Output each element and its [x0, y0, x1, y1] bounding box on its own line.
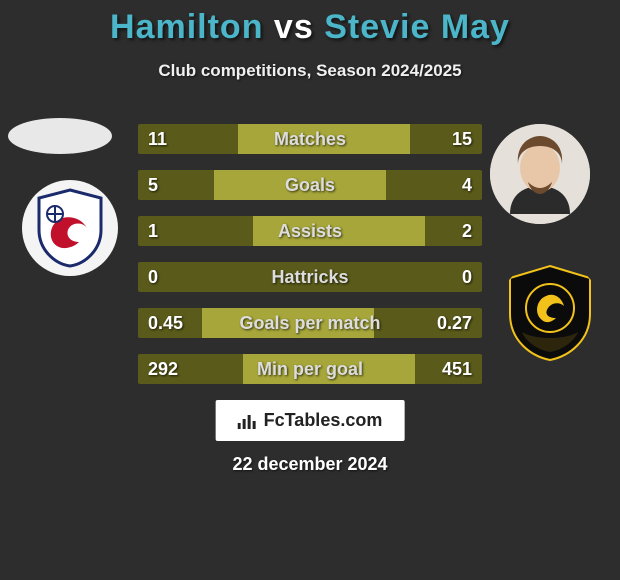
player2-club-crest [498, 260, 602, 364]
stat-value-left: 11 [148, 124, 167, 154]
face-icon [490, 124, 590, 224]
stat-label: Min per goal [138, 354, 482, 384]
branding-text: FcTables.com [264, 410, 383, 431]
stat-value-right: 0 [462, 262, 472, 292]
stat-label: Hattricks [138, 262, 482, 292]
title-vs: vs [274, 8, 314, 46]
stat-label: Goals per match [138, 308, 482, 338]
stat-value-left: 5 [148, 170, 158, 200]
title-player1: Hamilton [110, 8, 263, 46]
stat-row: Goals per match0.45 0.27 [138, 308, 482, 338]
stat-value-right: 15 [452, 124, 472, 154]
player2-face-avatar [490, 124, 590, 224]
stat-value-left: 0.45 [148, 308, 183, 338]
player1-club-crest [22, 180, 118, 276]
stat-value-right: 451 [442, 354, 472, 384]
subtitle: Club competitions, Season 2024/2025 [0, 61, 620, 81]
stat-label: Assists [138, 216, 482, 246]
stat-label: Goals [138, 170, 482, 200]
stat-row: Hattricks0 0 [138, 262, 482, 292]
date-text: 22 december 2024 [0, 454, 620, 475]
stat-row: Assists1 2 [138, 216, 482, 246]
branding-badge: FcTables.com [216, 400, 405, 441]
stat-value-left: 1 [148, 216, 158, 246]
stat-value-right: 2 [462, 216, 472, 246]
stat-value-left: 292 [148, 354, 178, 384]
stat-row: Goals5 4 [138, 170, 482, 200]
chart-icon [238, 413, 258, 429]
stat-value-right: 0.27 [437, 308, 472, 338]
stat-row: Matches11 15 [138, 124, 482, 154]
stat-value-right: 4 [462, 170, 472, 200]
crest-icon [498, 260, 602, 364]
player1-face-avatar [8, 118, 112, 154]
comparison-title: Hamilton vs Stevie May [0, 0, 620, 47]
crest-icon [35, 188, 105, 268]
title-player2: Stevie May [324, 8, 510, 46]
stat-row: Min per goal292 451 [138, 354, 482, 384]
stat-label: Matches [138, 124, 482, 154]
stat-value-left: 0 [148, 262, 158, 292]
stats-container: Matches11 15 Goals5 4 Assists1 2 Hattricks0 0 Go… [138, 124, 482, 400]
